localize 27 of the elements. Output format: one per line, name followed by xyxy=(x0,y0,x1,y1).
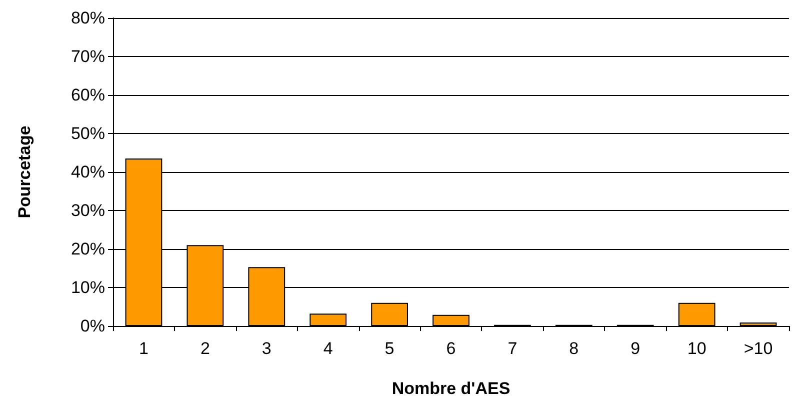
x-tick-label: 5 xyxy=(384,339,394,358)
x-tick-label: 6 xyxy=(446,339,456,358)
bar xyxy=(310,314,347,326)
y-tick-label: 10% xyxy=(70,278,105,297)
x-tick-label: 4 xyxy=(323,339,333,358)
bar xyxy=(740,322,777,326)
y-tick-label: 30% xyxy=(70,201,105,220)
y-tick-label: 80% xyxy=(70,8,105,28)
x-axis-title: Nombre d'AES xyxy=(392,379,510,398)
x-tick-label: >10 xyxy=(744,339,773,358)
x-tick-label: 3 xyxy=(262,339,272,358)
x-tick-label: 9 xyxy=(630,339,640,358)
bar xyxy=(432,314,470,326)
y-tick-label: 60% xyxy=(70,86,105,104)
bar xyxy=(371,302,408,326)
y-tick-label: 50% xyxy=(70,124,105,143)
x-tick-label: 7 xyxy=(508,339,518,358)
x-tick-label: 10 xyxy=(687,339,706,358)
y-tick-label: 20% xyxy=(70,240,105,258)
y-tick-label: 70% xyxy=(70,47,105,66)
x-tick-label: 1 xyxy=(138,339,148,358)
y-axis-title: Pourcetage xyxy=(15,126,34,218)
y-tick-label: 40% xyxy=(70,162,105,182)
x-tick-label: 2 xyxy=(200,339,210,358)
bar xyxy=(678,302,716,326)
y-tick-label: 0% xyxy=(80,316,105,336)
x-tick-label: 8 xyxy=(569,339,579,358)
